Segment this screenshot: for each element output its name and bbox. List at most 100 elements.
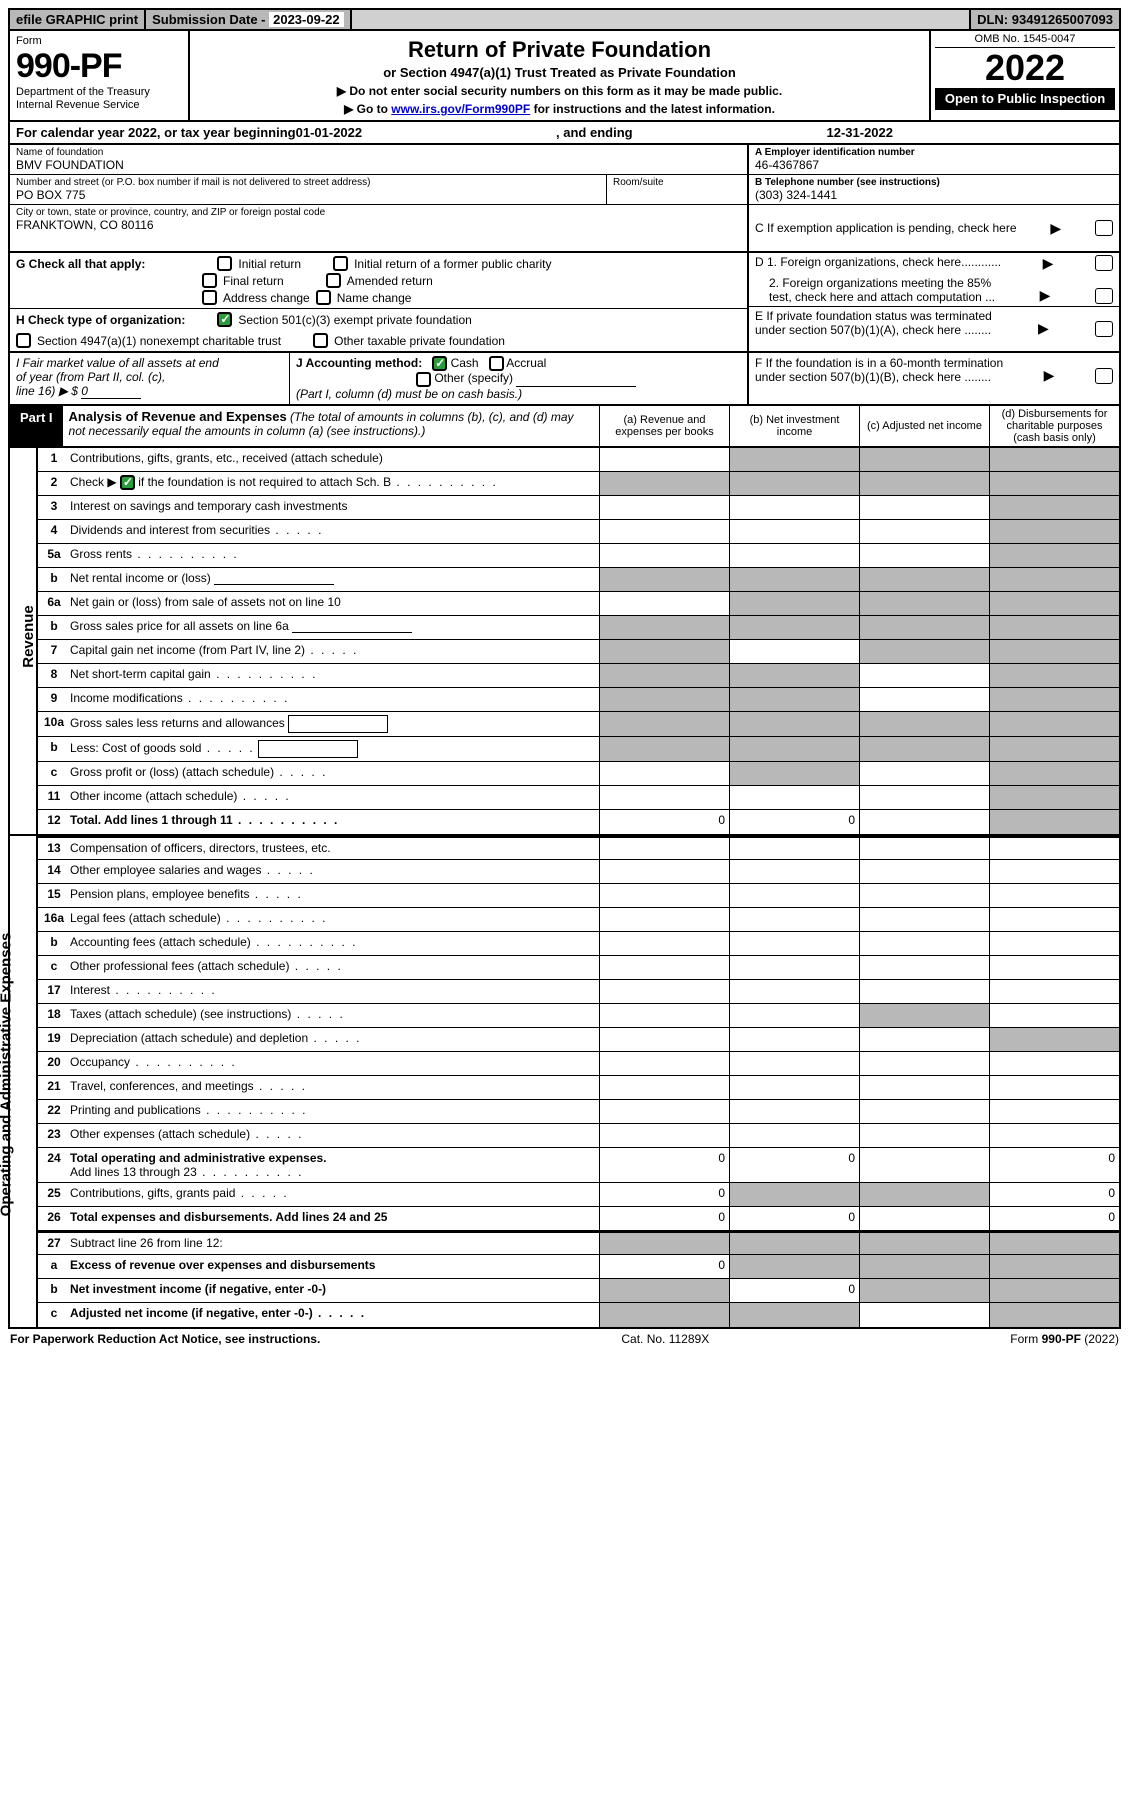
submission-date: Submission Date - 2023-09-22 [146,10,352,29]
exemption-pending-checkbox[interactable] [1095,220,1113,236]
part1-table-exp: Operating and Administrative Expenses 13… [8,836,1121,1329]
table-row: 1Contributions, gifts, grants, etc., rec… [38,448,1119,472]
street-value: PO BOX 775 [16,188,600,202]
4947a1-checkbox[interactable] [16,333,31,348]
table-row: 6aNet gain or (loss) from sale of assets… [38,592,1119,616]
fmv-value: 0 [81,384,141,399]
table-row: 15Pension plans, employee benefits [38,884,1119,908]
efile-print-label[interactable]: efile GRAPHIC print [10,10,146,29]
table-row: 2Check ▶ if the foundation is not requir… [38,472,1119,496]
top-bar: efile GRAPHIC print Submission Date - 20… [8,8,1121,31]
table-row: 25Contributions, gifts, grants paid00 [38,1183,1119,1207]
amended-return-checkbox[interactable] [326,273,341,288]
initial-return-public-checkbox[interactable] [333,256,348,271]
page-footer: For Paperwork Reduction Act Notice, see … [8,1329,1121,1349]
foundation-name-label: Name of foundation [16,147,741,158]
table-row: 7Capital gain net income (from Part IV, … [38,640,1119,664]
other-taxable-checkbox[interactable] [313,333,328,348]
table-row: 16aLegal fees (attach schedule) [38,908,1119,932]
form-label: Form [16,35,182,47]
table-row: 10aGross sales less returns and allowanc… [38,712,1119,737]
schb-checkbox[interactable] [120,475,135,490]
street-label: Number and street (or P.O. box number if… [16,177,600,188]
foreign-org-checkbox[interactable] [1095,255,1113,271]
telephone-value: (303) 324-1441 [755,188,1113,202]
other-method-checkbox[interactable] [416,372,431,387]
address-change-checkbox[interactable] [202,290,217,305]
table-row: 14Other employee salaries and wages [38,860,1119,884]
open-to-public: Open to Public Inspection [935,88,1115,110]
col-a-header: (a) Revenue and expenses per books [599,406,729,446]
calendar-year-row: For calendar year 2022, or tax year begi… [8,122,1121,145]
table-row: aExcess of revenue over expenses and dis… [38,1255,1119,1279]
507b1b-checkbox[interactable] [1095,368,1113,384]
table-row: 20Occupancy [38,1052,1119,1076]
telephone-label: B Telephone number (see instructions) [755,177,1113,188]
table-row: cGross profit or (loss) (attach schedule… [38,762,1119,786]
revenue-side-label: Revenue [20,605,37,668]
e-label: E If private foundation status was termi… [755,309,992,337]
name-change-checkbox[interactable] [316,290,331,305]
part1-header: Part I Analysis of Revenue and Expenses … [8,406,1121,448]
table-row: bNet investment income (if negative, ent… [38,1279,1119,1303]
col-c-header: (c) Adjusted net income [859,406,989,446]
arrow-icon: ▶ [1050,220,1061,236]
final-return-checkbox[interactable] [202,273,217,288]
ein-label: A Employer identification number [755,147,1113,158]
expenses-side-label: Operating and Administrative Expenses [0,932,15,1216]
form-number: 990-PF [16,47,182,86]
dln: DLN: 93491265007093 [971,10,1119,29]
table-row: bNet rental income or (loss) [38,568,1119,592]
507b1a-checkbox[interactable] [1095,321,1113,337]
table-row: 27Subtract line 26 from line 12: [38,1231,1119,1255]
table-row: 5aGross rents [38,544,1119,568]
form-note-1: ▶ Do not enter social security numbers o… [200,84,919,98]
table-row: 11Other income (attach schedule) [38,786,1119,810]
col-d-header: (d) Disbursements for charitable purpose… [989,406,1119,446]
initial-return-checkbox[interactable] [217,256,232,271]
d2-label: 2. Foreign organizations meeting the 85%… [755,276,995,304]
entity-info: Name of foundation BMV FOUNDATION Number… [8,145,1121,253]
table-row: cAdjusted net income (if negative, enter… [38,1303,1119,1327]
table-row: 26Total expenses and disbursements. Add … [38,1207,1119,1231]
form-title: Return of Private Foundation [200,37,919,63]
irs-label: Internal Revenue Service [16,99,182,112]
part1-label: Part I [10,406,63,446]
table-row: 3Interest on savings and temporary cash … [38,496,1119,520]
85pct-test-checkbox[interactable] [1095,288,1113,304]
city-value: FRANKTOWN, CO 80116 [16,218,741,232]
table-row: 22Printing and publications [38,1100,1119,1124]
dept-treasury: Department of the Treasury [16,86,182,99]
d1-label: D 1. Foreign organizations, check here..… [755,255,1001,269]
table-row: bLess: Cost of goods sold [38,737,1119,762]
form-header: Form 990-PF Department of the Treasury I… [8,31,1121,122]
table-row: 12Total. Add lines 1 through 1100 [38,810,1119,834]
table-row: 9Income modifications [38,688,1119,712]
col-b-header: (b) Net investment income [729,406,859,446]
accrual-checkbox[interactable] [489,356,504,371]
city-label: City or town, state or province, country… [16,207,741,218]
cash-checkbox[interactable] [432,356,447,371]
table-row: 19Depreciation (attach schedule) and dep… [38,1028,1119,1052]
check-section: G Check all that apply: Initial return I… [8,253,1121,353]
part1-table: Revenue 1Contributions, gifts, grants, e… [8,448,1121,836]
table-row: 8Net short-term capital gain [38,664,1119,688]
table-row: 21Travel, conferences, and meetings [38,1076,1119,1100]
table-row: bGross sales price for all assets on lin… [38,616,1119,640]
exemption-pending-label: C If exemption application is pending, c… [755,221,1017,235]
h-row: H Check type of organization: Section 50… [10,309,747,330]
irs-link[interactable]: www.irs.gov/Form990PF [391,102,530,116]
table-row: 13Compensation of officers, directors, t… [38,836,1119,860]
foundation-name: BMV FOUNDATION [16,158,741,172]
table-row: 17Interest [38,980,1119,1004]
table-row: 4Dividends and interest from securities [38,520,1119,544]
table-row: 18Taxes (attach schedule) (see instructi… [38,1004,1119,1028]
table-row: 24Total operating and administrative exp… [38,1148,1119,1183]
501c3-checkbox[interactable] [217,312,232,327]
table-row: cOther professional fees (attach schedul… [38,956,1119,980]
tax-year: 2022 [935,50,1115,86]
form-note-2: ▶ Go to www.irs.gov/Form990PF for instru… [200,102,919,116]
form-subtitle: or Section 4947(a)(1) Trust Treated as P… [200,65,919,80]
table-row: 23Other expenses (attach schedule) [38,1124,1119,1148]
ein-value: 46-4367867 [755,158,1113,172]
